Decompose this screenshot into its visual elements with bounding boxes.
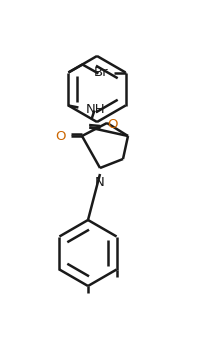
Text: NH: NH xyxy=(85,103,105,116)
Text: O: O xyxy=(107,118,118,131)
Text: Br: Br xyxy=(94,66,109,79)
Text: N: N xyxy=(95,176,105,189)
Text: O: O xyxy=(56,130,66,143)
